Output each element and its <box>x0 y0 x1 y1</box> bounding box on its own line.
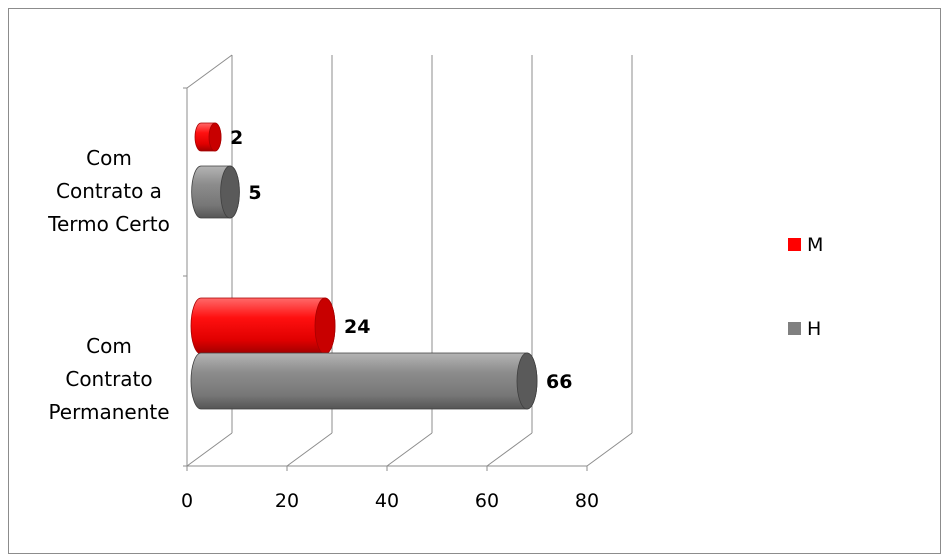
bar-cap-h <box>220 165 240 219</box>
category-label: Com <box>86 146 132 170</box>
bar-cap-h <box>516 352 538 410</box>
legend: MH <box>788 234 823 340</box>
bar-h <box>190 352 538 410</box>
bar-cap-m <box>314 297 336 355</box>
legend-label-m: M <box>807 234 823 256</box>
bar-m <box>190 297 336 355</box>
bar-cap-m <box>208 122 222 152</box>
labels-group: 0 20 40 60 80 Com Contrato a Termo Certo Com Cont… <box>47 127 599 512</box>
x-tick-label: 60 <box>475 490 499 512</box>
category-label: Permanente <box>48 400 169 424</box>
category-label: Termo Certo <box>47 212 170 236</box>
legend-swatch-m <box>788 238 801 251</box>
x-tick-label: 40 <box>375 490 399 512</box>
x-floor-gridline <box>486 432 533 467</box>
x-floor-gridline <box>386 432 433 467</box>
side-wall-top-edge <box>186 54 233 89</box>
x-tick-label: 80 <box>575 490 599 512</box>
legend-label-h: H <box>807 318 821 340</box>
data-label: 24 <box>344 316 370 338</box>
x-floor-gridline <box>586 432 633 467</box>
bars-group <box>190 122 538 410</box>
x-tick-label: 0 <box>181 490 193 512</box>
category-label: Contrato a <box>56 179 162 203</box>
data-label: 66 <box>546 371 572 393</box>
legend-swatch-h <box>788 322 801 335</box>
x-floor-gridline <box>186 432 233 467</box>
x-tick-label: 20 <box>275 490 299 512</box>
data-label: 2 <box>230 127 243 149</box>
category-label: Com <box>86 334 132 358</box>
data-label: 5 <box>248 182 261 204</box>
chart-border <box>8 8 941 554</box>
category-label: Contrato <box>65 367 152 391</box>
x-floor-gridline <box>286 432 333 467</box>
